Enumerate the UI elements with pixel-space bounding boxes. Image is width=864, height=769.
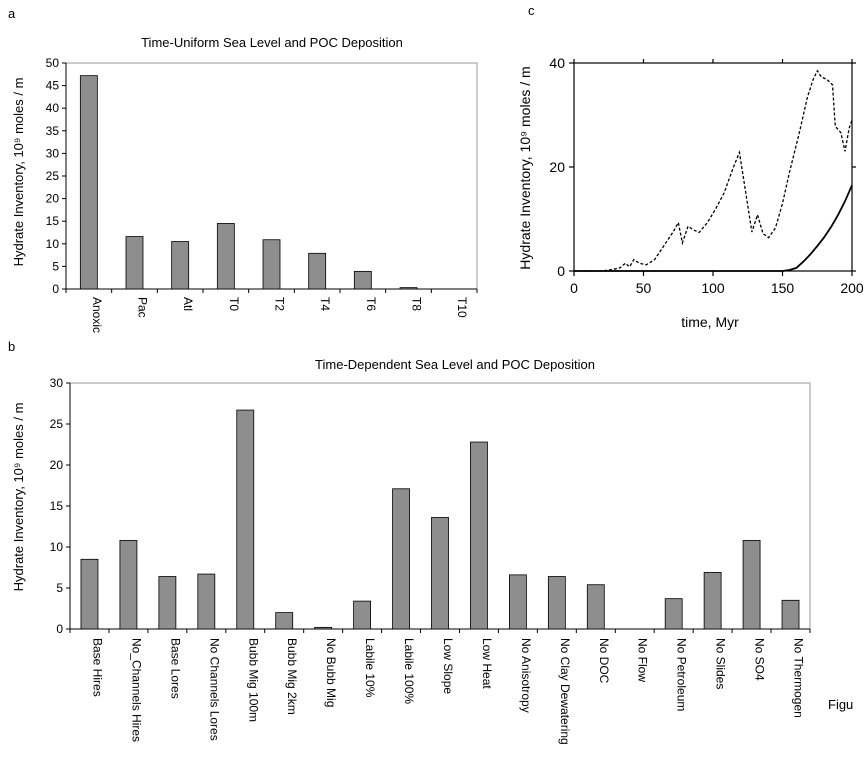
chart-b-bar bbox=[314, 626, 333, 630]
chart-c-series-dashed bbox=[574, 69, 853, 272]
chart-a-x-tick-label: T0 bbox=[227, 297, 241, 311]
chart-a-bar bbox=[125, 236, 144, 290]
chart-c-x-tick-label: 100 bbox=[701, 280, 725, 296]
chart-b-x-tick-label: Labile 10% bbox=[363, 638, 377, 698]
chart-b-x-tick-label: Base Hires bbox=[90, 638, 104, 697]
chart-c-series-solid bbox=[574, 184, 853, 272]
chart-a-bar bbox=[79, 75, 98, 290]
chart-b-bar bbox=[158, 576, 177, 630]
chart-a-y-tick-label: 35 bbox=[46, 124, 60, 138]
chart-a-y-tick-label: 45 bbox=[46, 79, 60, 93]
chart-b-bar bbox=[586, 584, 605, 630]
chart-b-x-tick-label: Low Slope bbox=[441, 638, 455, 694]
chart-a-x-tick-label: Atl bbox=[181, 297, 195, 311]
chart-b-y-tick-label: 0 bbox=[56, 622, 63, 636]
chart-a-y-axis-label: Hydrate Inventory, 10⁹ moles / m bbox=[11, 78, 26, 267]
chart-a-x-tick-label: T2 bbox=[273, 297, 287, 311]
chart-b-y-tick-label: 30 bbox=[50, 376, 64, 390]
chart-b-x-tick-label: No Thermogen bbox=[792, 638, 806, 718]
chart-a-x-tick-label: T10 bbox=[455, 297, 469, 318]
chart-c-x-tick-label: 150 bbox=[771, 280, 795, 296]
chart-a-y-tick-label: 0 bbox=[52, 282, 59, 296]
chart-c-y-tick-label: 0 bbox=[557, 263, 565, 279]
chart-b-x-tick-label: No Channels Lores bbox=[207, 638, 221, 741]
chart-a-title: Time-Uniform Sea Level and POC Depositio… bbox=[141, 35, 403, 50]
chart-b-x-tick-label: No Clay Dewatering bbox=[558, 638, 572, 745]
chart-b-bar bbox=[80, 558, 99, 630]
chart-c-y-tick-label: 40 bbox=[549, 55, 565, 71]
chart-b-bar bbox=[781, 599, 800, 630]
chart-c-x-axis-label: time, Myr bbox=[681, 314, 739, 330]
chart-b-bar bbox=[664, 598, 683, 630]
chart-a-bar bbox=[171, 241, 190, 290]
chart-b-x-tick-label: No Anisotropy bbox=[519, 638, 533, 713]
chart-c-x-tick-label: 50 bbox=[636, 280, 652, 296]
chart-b-x-tick-label: Low Heat bbox=[480, 638, 494, 689]
chart-b-title: Time-Dependent Sea Level and POC Deposit… bbox=[315, 357, 595, 372]
chart-b-x-tick-label: Bubb Mig 100m bbox=[246, 638, 260, 722]
chart-b-bar bbox=[275, 612, 294, 630]
chart-a-y-tick-label: 15 bbox=[46, 214, 60, 228]
panel-letter-b: b bbox=[8, 339, 15, 354]
chart-b-y-tick-label: 15 bbox=[50, 499, 64, 513]
chart-a-y-tick-label: 25 bbox=[46, 169, 60, 183]
chart-b-bar bbox=[508, 574, 527, 630]
chart-b-x-tick-label: No DOC bbox=[597, 638, 611, 684]
footer-caption-fragment: Figu bbox=[828, 697, 853, 712]
chart-a-plot-area: 0 5 10 15 20 25 30 35 40 45 50 Anoxic Pac Atl T0 T2 T4 T6… bbox=[46, 56, 478, 333]
chart-b-bar bbox=[353, 600, 372, 630]
chart-b-x-tick-label: No SO4 bbox=[753, 638, 767, 681]
chart-a-y-tick-label: 30 bbox=[46, 146, 60, 160]
chart-a-y-tick-label: 20 bbox=[46, 192, 60, 206]
chart-c-plot-area: 0 50 100 150 200 0 20 40 bbox=[549, 55, 863, 296]
chart-b-y-tick-label: 5 bbox=[56, 581, 63, 595]
chart-b-bar bbox=[742, 540, 761, 630]
chart-a-y-tick-label: 5 bbox=[52, 259, 59, 273]
chart-a-bar bbox=[308, 252, 327, 290]
chart-a-y-tick-label: 10 bbox=[46, 237, 60, 251]
chart-b-x-tick-label: No Flow bbox=[636, 638, 650, 682]
chart-a-x-tick-label: Pac bbox=[136, 297, 150, 318]
chart-b-x-tick-label: Labile 100% bbox=[402, 638, 416, 704]
chart-b-bar bbox=[547, 576, 566, 630]
chart-b-y-tick-label: 10 bbox=[50, 540, 64, 554]
chart-b-plot-area: 0 5 10 15 20 25 30 Base Hires No_Channels Hires B… bbox=[50, 376, 811, 745]
chart-b-y-tick-label: 20 bbox=[50, 458, 64, 472]
chart-a-y-tick-label: 40 bbox=[46, 101, 60, 115]
chart-b-x-tick-label: No Slides bbox=[714, 638, 728, 689]
chart-a-x-tick-label: Anoxic bbox=[90, 297, 104, 333]
chart-b-bar bbox=[197, 573, 216, 630]
panel-letter-a: a bbox=[8, 6, 16, 21]
chart-a-x-tick-label: T4 bbox=[318, 297, 332, 311]
chart-c-x-tick-label: 0 bbox=[570, 280, 578, 296]
chart-a-y-tick-label: 50 bbox=[46, 56, 60, 70]
chart-a-bar bbox=[216, 223, 235, 290]
chart-a-bar bbox=[262, 239, 281, 290]
panel-letter-c: c bbox=[528, 3, 535, 18]
chart-b-y-tick-label: 25 bbox=[50, 417, 64, 431]
chart-b-bar bbox=[431, 517, 449, 630]
chart-b-bar bbox=[236, 409, 255, 630]
chart-b-bar bbox=[119, 540, 138, 630]
chart-c-y-axis-label: Hydrate Inventory, 10⁹ moles / m bbox=[517, 66, 533, 269]
chart-b-bar bbox=[392, 488, 410, 630]
chart-b-x-tick-label: Bubb Mig 2km bbox=[285, 638, 299, 715]
chart-c-x-tick-label: 200 bbox=[840, 280, 864, 296]
chart-b-x-tick-label: No Petroleum bbox=[675, 638, 689, 711]
chart-b-y-axis-label: Hydrate Inventory, 10⁹ moles / m bbox=[11, 403, 26, 592]
chart-a-bar bbox=[353, 270, 372, 290]
chart-b-bar bbox=[470, 441, 488, 630]
chart-b-x-tick-label: Base Lores bbox=[168, 638, 182, 699]
chart-b-x-tick-label: No Bubb Mig bbox=[324, 638, 338, 707]
chart-b-x-tick-label: No_Channels Hires bbox=[129, 638, 143, 742]
chart-a-bar bbox=[399, 287, 418, 290]
chart-a-x-tick-label: T6 bbox=[364, 297, 378, 311]
chart-b-bar bbox=[703, 572, 722, 630]
chart-c-y-tick-label: 20 bbox=[549, 159, 565, 175]
chart-c-frame bbox=[573, 62, 853, 272]
chart-a-x-tick-label: T8 bbox=[410, 297, 424, 311]
